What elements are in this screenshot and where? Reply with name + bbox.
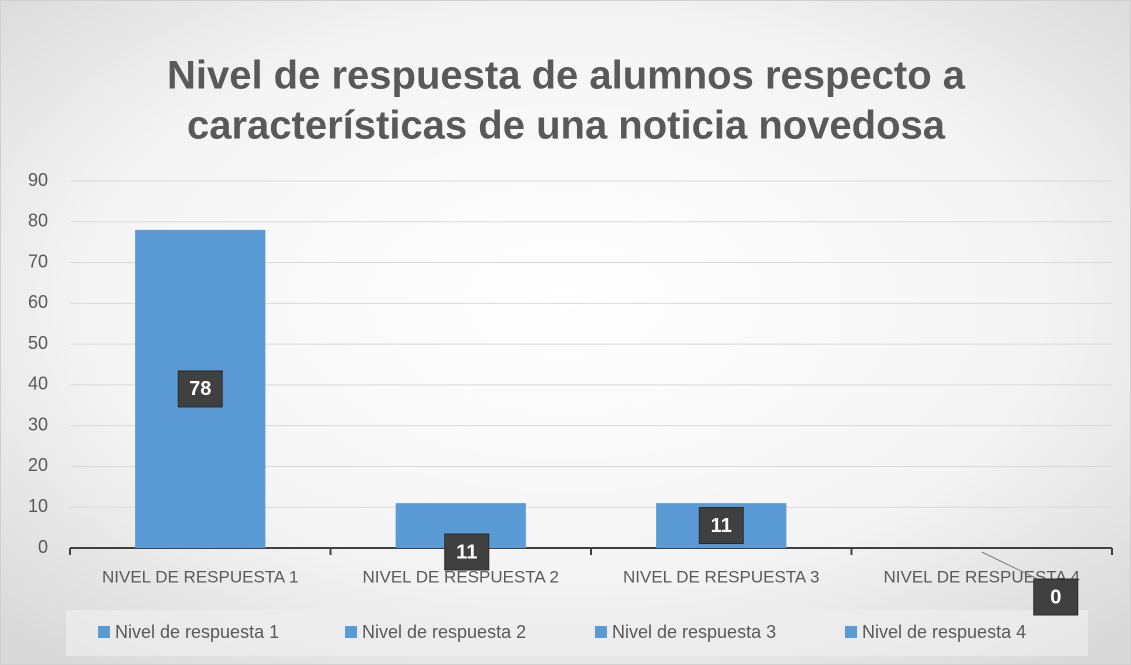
y-tick-label: 60 bbox=[28, 292, 48, 312]
leader-line bbox=[981, 551, 1046, 584]
data-label: 11 bbox=[711, 515, 732, 537]
data-label-box bbox=[177, 370, 223, 408]
y-tick-label: 90 bbox=[28, 170, 48, 190]
y-tick-label: 40 bbox=[28, 374, 48, 394]
y-tick-label: 10 bbox=[28, 496, 48, 516]
data-label: 11 bbox=[456, 541, 477, 563]
data-label-box bbox=[1033, 578, 1079, 616]
y-tick-label: 20 bbox=[28, 455, 48, 475]
legend-label: Nivel de respuesta 1 bbox=[115, 622, 279, 642]
x-tick-label: NIVEL DE RESPUESTA 4 bbox=[883, 567, 1080, 586]
legend-swatch bbox=[845, 626, 857, 638]
legend-background bbox=[66, 610, 1088, 656]
y-tick-label: 30 bbox=[28, 414, 48, 434]
data-label: 78 bbox=[189, 378, 211, 400]
legend-label: Nivel de respuesta 3 bbox=[612, 622, 776, 642]
y-tick-label: 70 bbox=[28, 251, 48, 271]
data-label-box bbox=[444, 533, 490, 571]
legend-swatch bbox=[595, 626, 607, 638]
legend-label: Nivel de respuesta 4 bbox=[862, 622, 1026, 642]
legend-label: Nivel de respuesta 2 bbox=[362, 622, 526, 642]
y-tick-label: 80 bbox=[28, 211, 48, 231]
legend-swatch bbox=[98, 626, 110, 638]
data-label-box bbox=[698, 507, 744, 545]
x-tick-label: NIVEL DE RESPUESTA 2 bbox=[362, 567, 559, 586]
x-tick-label: NIVEL DE RESPUESTA 1 bbox=[102, 567, 299, 586]
y-tick-label: 50 bbox=[28, 333, 48, 353]
chart-title: características de una noticia novedosa bbox=[187, 104, 946, 148]
y-tick-label: 0 bbox=[38, 537, 48, 557]
data-label: 0 bbox=[1050, 586, 1061, 608]
legend-swatch bbox=[345, 626, 357, 638]
chart-title: Nivel de respuesta de alumnos respecto a bbox=[167, 54, 966, 98]
x-tick-label: NIVEL DE RESPUESTA 3 bbox=[623, 567, 820, 586]
